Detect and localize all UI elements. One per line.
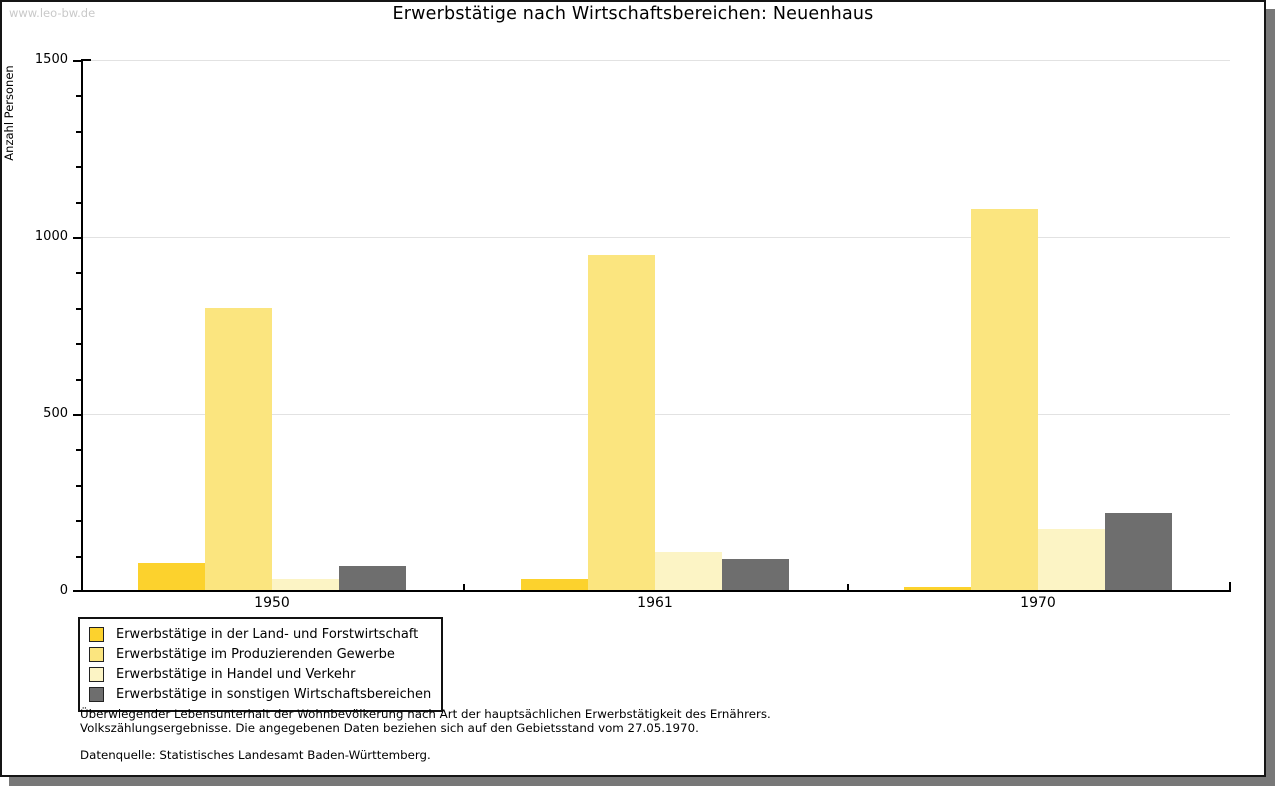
bar-1961-series0 — [521, 579, 588, 591]
y-minor-tick — [76, 272, 81, 274]
bar-1950-series1 — [205, 308, 272, 591]
y-major-tick — [73, 414, 81, 416]
page-title: Erwerbstätige nach Wirtschaftsbereichen:… — [392, 4, 874, 24]
y-axis-endcap — [82, 59, 91, 61]
x-tick-label-1970: 1970 — [1020, 595, 1056, 611]
y-minor-tick — [76, 520, 81, 522]
y-minor-tick — [76, 379, 81, 381]
x-boundary-tick-0 — [463, 584, 465, 590]
y-minor-tick — [76, 166, 81, 168]
bar-1970-series0 — [904, 587, 971, 591]
legend: Erwerbstätige in der Land- und Forstwirt… — [78, 617, 444, 712]
footnote-line-2: Volkszählungsergebnisse. Die angegebenen… — [80, 721, 699, 735]
watermark: www.leo-bw.de — [9, 6, 96, 20]
y-tick-label: 1000 — [34, 229, 68, 244]
y-minor-tick — [76, 556, 81, 558]
bar-1961-series3 — [722, 559, 789, 591]
y-major-tick — [73, 237, 81, 239]
legend-label: Erwerbstätige in Handel und Verkehr — [116, 666, 356, 682]
legend-swatch-icon — [89, 626, 104, 642]
y-major-tick — [73, 590, 81, 592]
legend-item: Erwerbstätige in Handel und Verkehr — [89, 664, 431, 684]
bar-1950-series3 — [339, 566, 406, 591]
legend-swatch-icon — [89, 686, 104, 702]
y-minor-tick — [76, 308, 81, 310]
bar-1961-series2 — [655, 552, 722, 591]
bar-1970-series3 — [1105, 513, 1172, 591]
legend-swatch-icon — [89, 666, 104, 682]
legend-label: Erwerbstätige in sonstigen Wirtschaftsbe… — [116, 686, 432, 702]
y-minor-tick — [76, 449, 81, 451]
bar-1970-series1 — [971, 209, 1038, 591]
y-tick-label: 500 — [43, 406, 68, 421]
legend-swatch-icon — [89, 646, 104, 662]
legend-item: Erwerbstätige in der Land- und Forstwirt… — [89, 624, 431, 644]
y-gridline — [83, 60, 1230, 61]
y-gridline — [83, 414, 1230, 415]
legend-label: Erwerbstätige im Produzierenden Gewerbe — [116, 646, 395, 662]
x-axis-line — [81, 590, 1231, 592]
bar-1961-series1 — [588, 255, 655, 591]
bar-1950-series0 — [138, 563, 205, 591]
x-boundary-tick-1 — [847, 584, 849, 590]
x-tick-label-1961: 1961 — [637, 595, 673, 611]
legend-item: Erwerbstätige im Produzierenden Gewerbe — [89, 644, 431, 664]
y-minor-tick — [76, 485, 81, 487]
legend-item: Erwerbstätige in sonstigen Wirtschaftsbe… — [89, 684, 431, 704]
y-minor-tick — [76, 95, 81, 97]
bar-1970-series2 — [1038, 529, 1105, 591]
y-tick-label: 1500 — [34, 52, 68, 67]
y-tick-label: 0 — [59, 583, 68, 598]
data-source-note: Datenquelle: Statistisches Landesamt Bad… — [80, 748, 431, 762]
legend-label: Erwerbstätige in der Land- und Forstwirt… — [116, 626, 419, 642]
x-axis-endcap — [1229, 582, 1231, 590]
y-major-tick — [73, 60, 81, 62]
footnote-line-1: Überwiegender Lebensunterhalt der Wohnbe… — [80, 707, 771, 721]
y-minor-tick — [76, 202, 81, 204]
y-gridline — [83, 237, 1230, 238]
bar-1950-series2 — [272, 579, 339, 591]
y-axis-line — [81, 59, 83, 591]
y-axis-title: Anzahl Personen — [2, 65, 16, 161]
x-tick-label-1950: 1950 — [254, 595, 290, 611]
y-minor-tick — [76, 343, 81, 345]
y-minor-tick — [76, 131, 81, 133]
